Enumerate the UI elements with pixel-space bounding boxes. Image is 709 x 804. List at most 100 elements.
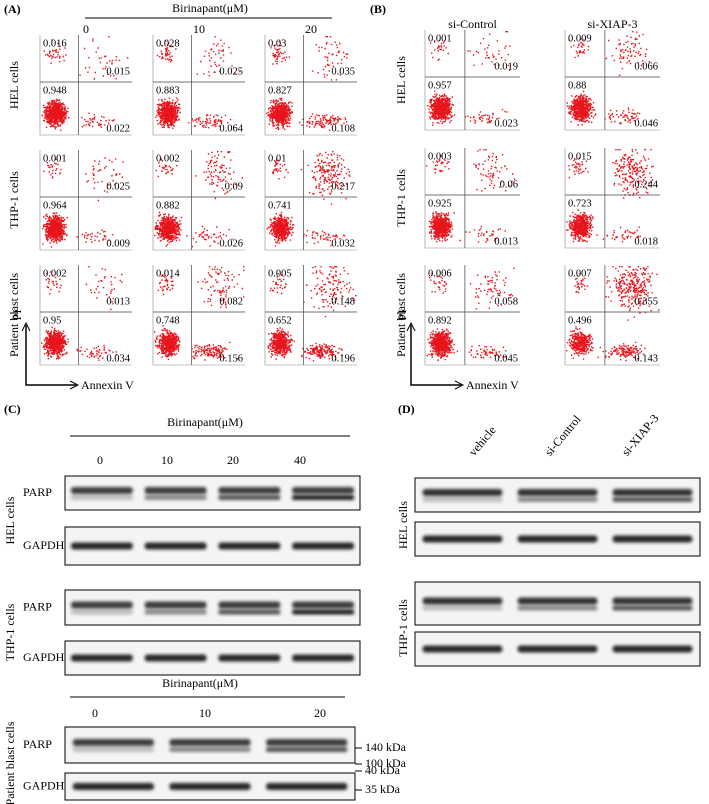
quadrant-value: 0.005 — [268, 268, 292, 279]
treatment-label: Birinapant(μM) — [167, 415, 243, 429]
quadrant-value: 0.002 — [156, 153, 180, 164]
quadrant-value: 0.009 — [106, 238, 130, 249]
band — [422, 497, 503, 502]
lane-label: 20 — [314, 706, 326, 720]
band — [292, 609, 355, 615]
band — [70, 542, 133, 550]
band — [218, 601, 281, 609]
quadrant-value: 0.964 — [43, 200, 67, 211]
axis-label: PI — [10, 310, 24, 321]
band — [612, 535, 693, 543]
band — [517, 645, 598, 653]
axis-frame — [564, 30, 660, 131]
quadrant-value: 0.09 — [225, 181, 243, 192]
arrow-head — [454, 380, 465, 390]
row-label: Patient blast cells — [7, 273, 21, 357]
quadrant-value: 0.652 — [268, 315, 292, 326]
quadrant-value: 0.244 — [634, 179, 658, 190]
row-label: Patient blast cells — [3, 721, 17, 804]
cell-events — [155, 36, 241, 129]
cell-events — [42, 157, 124, 248]
quadrant-value: 0.022 — [106, 123, 130, 134]
quadrant-value: 0.018 — [634, 236, 658, 247]
quadrant-value: 0.064 — [219, 123, 243, 134]
quadrant-value: 0.957 — [428, 80, 452, 91]
lane-label: 10 — [161, 453, 173, 467]
band — [292, 654, 355, 662]
quadrant-value: 0.108 — [331, 123, 355, 134]
band — [70, 487, 133, 494]
axis-arrow — [25, 325, 76, 386]
quadrant-value: 0.066 — [634, 61, 658, 72]
panel-label: (A) — [4, 2, 21, 16]
axis-frame — [564, 148, 660, 249]
quadrant-value: 0.032 — [331, 238, 355, 249]
band — [292, 542, 355, 550]
band — [517, 605, 598, 611]
panel-label: (B) — [370, 2, 386, 16]
lane-label: si-XIAP-3 — [619, 411, 662, 458]
band — [144, 601, 207, 609]
band — [72, 739, 154, 746]
band — [517, 597, 598, 605]
treatment-label: Birinapant(μM) — [172, 1, 248, 15]
quadrant-value: 0.014 — [156, 268, 180, 279]
quadrant-value: 0.003 — [428, 151, 452, 162]
band — [612, 645, 693, 653]
band — [422, 535, 503, 543]
cell-events — [41, 36, 129, 131]
band — [422, 597, 503, 605]
marker-label: 35 kDa — [365, 782, 401, 796]
quadrant-value: 0.023 — [494, 118, 518, 129]
cell-events — [267, 266, 357, 362]
lane-label: 0 — [97, 453, 103, 467]
quadrant-value: 0.045 — [494, 353, 518, 364]
quadrant-value: 0.001 — [43, 153, 67, 164]
band-label: PARP — [23, 737, 52, 751]
quadrant-value: 0.013 — [106, 296, 130, 307]
quadrant-value: 0.06 — [500, 179, 518, 190]
column-label: si-Control — [448, 17, 497, 31]
quadrant-value: 0.013 — [494, 236, 518, 247]
column-label: 10 — [193, 22, 205, 36]
band — [422, 605, 503, 611]
axis-frame — [39, 265, 132, 366]
marker-label: 40 kDa — [365, 763, 401, 777]
row-label: HEL cells — [3, 496, 17, 544]
quadrant-value: 0.046 — [634, 118, 658, 129]
row-label: THP-1 cells — [394, 169, 408, 227]
quadrant-value: 0.88 — [568, 80, 586, 91]
marker-label: 100 kDa — [365, 756, 407, 770]
band-label: PARP — [23, 599, 52, 613]
axis-frame — [39, 35, 132, 136]
row-label: Patient blast cells — [394, 273, 408, 357]
band — [218, 487, 281, 494]
band — [70, 601, 133, 609]
cell-events — [566, 31, 650, 126]
cell-events — [154, 151, 243, 248]
quadrant-value: 0.948 — [43, 85, 67, 96]
quadrant-value: 0.026 — [219, 238, 243, 249]
quadrant-value: 0.217 — [331, 181, 355, 192]
quadrant-value: 0.015 — [106, 66, 130, 77]
quadrant-value: 0.034 — [106, 353, 130, 364]
band-label: GAPDH — [23, 778, 65, 792]
band — [292, 487, 355, 494]
band — [517, 535, 598, 543]
axis-frame — [564, 265, 660, 366]
row-label: THP-1 cells — [7, 171, 21, 229]
band — [292, 601, 355, 609]
axis-frame — [264, 265, 357, 366]
quadrant-value: 0.028 — [156, 38, 180, 49]
axis-frame — [424, 265, 520, 366]
cell-events — [266, 151, 351, 247]
lane-label: 10 — [199, 706, 211, 720]
axis-frame — [152, 35, 245, 136]
quadrant-value: 0.883 — [156, 85, 180, 96]
band — [169, 747, 251, 752]
quadrant-value: 0.007 — [568, 268, 592, 279]
quadrant-value: 0.95 — [43, 315, 61, 326]
axis-label: Annexin V — [466, 378, 519, 392]
cell-events — [426, 149, 516, 243]
